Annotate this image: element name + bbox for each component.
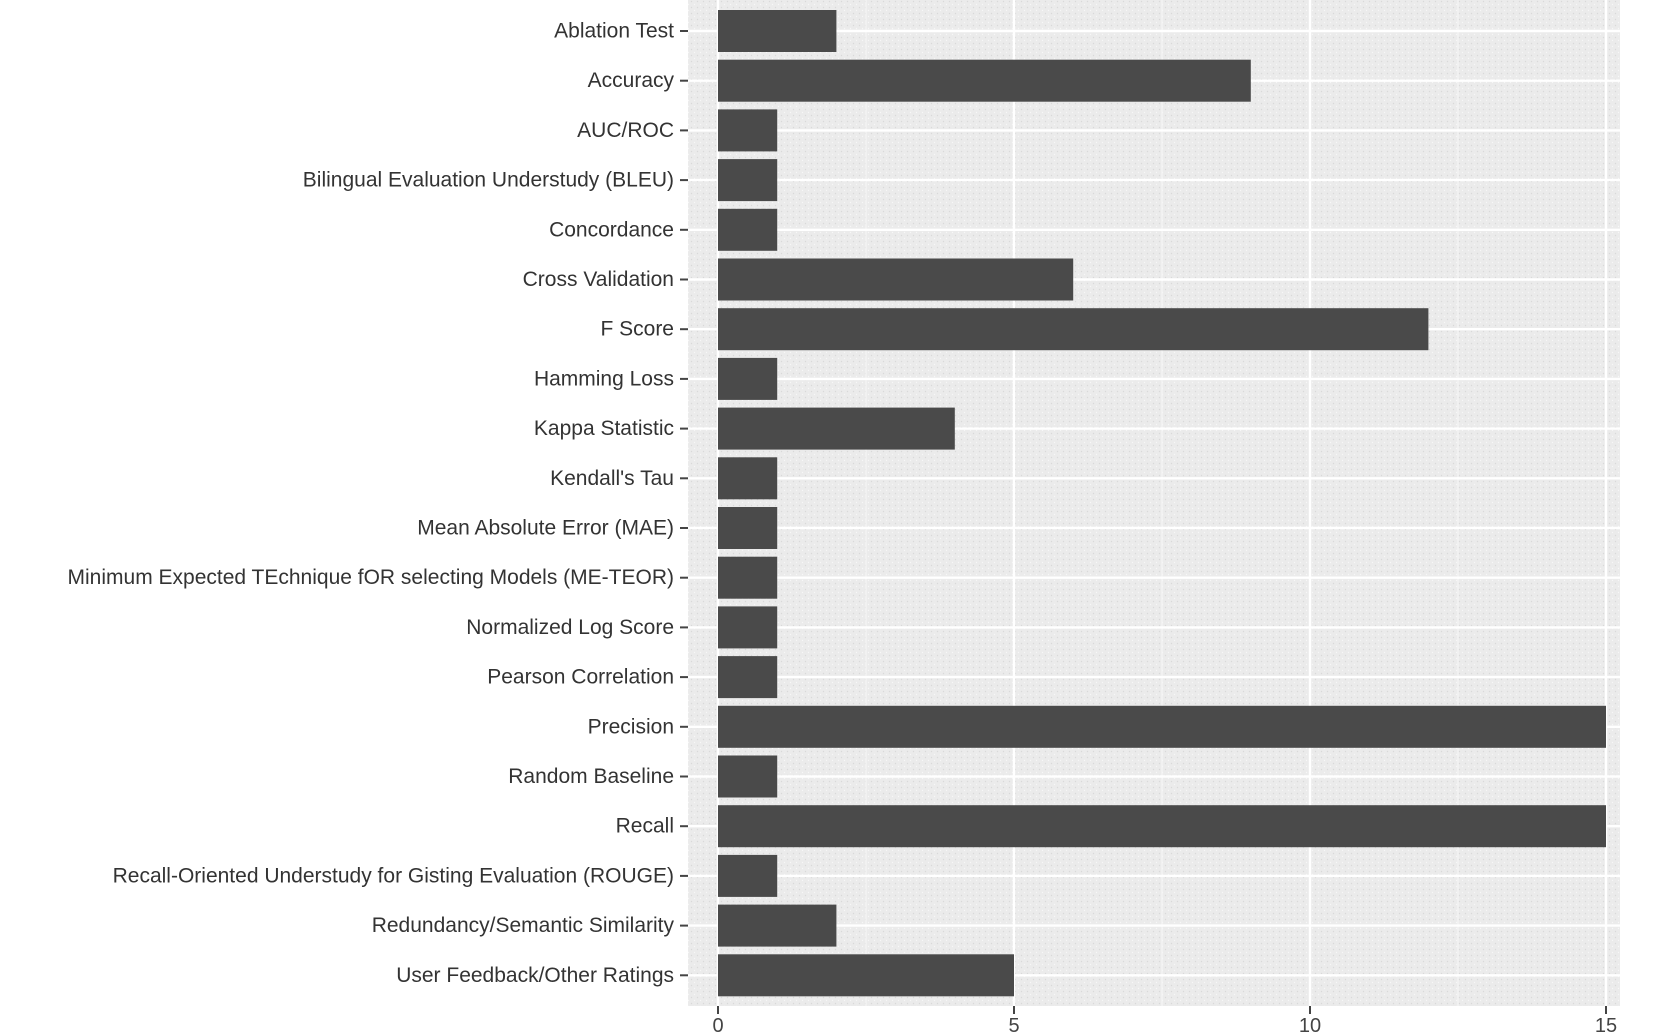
bar (718, 507, 778, 549)
bar (718, 805, 1606, 848)
bar (718, 109, 778, 152)
category-label: Minimum Expected TEchnique fOR selecting… (68, 566, 674, 589)
bar (718, 457, 778, 500)
x-tick-label: 0 (712, 1015, 723, 1035)
category-label: Redundancy/Semantic Similarity (372, 914, 675, 937)
category-label: Pearson Correlation (487, 666, 674, 689)
category-label: Mean Absolute Error (MAE) (417, 517, 674, 540)
bar (718, 59, 1251, 102)
category-label: Concordance (549, 218, 674, 241)
bar (718, 556, 778, 599)
category-label: Precision (588, 715, 674, 738)
x-tick-label: 5 (1008, 1015, 1019, 1035)
bar (718, 954, 1014, 997)
category-label: Kendall's Tau (550, 467, 674, 490)
category-label: Accuracy (588, 69, 675, 92)
x-tick-label: 15 (1595, 1015, 1617, 1035)
category-label: Kappa Statistic (534, 417, 674, 440)
category-label: Hamming Loss (534, 367, 674, 390)
bar (718, 854, 778, 897)
category-label: Recall (616, 815, 674, 838)
bar (718, 208, 778, 251)
category-label: Ablation Test (554, 20, 674, 43)
bars (718, 10, 1606, 997)
bar (718, 357, 778, 400)
x-tick-label: 10 (1299, 1015, 1321, 1035)
plot-panel (688, 0, 1620, 1006)
category-label: Random Baseline (508, 765, 674, 788)
bar (718, 755, 778, 798)
bar (718, 656, 778, 699)
bar (718, 258, 1074, 301)
value-axis: 0 5 10 15 (712, 1006, 1617, 1035)
category-axis: Ablation Test Accuracy AUC/ROC Bilingual Ev… (68, 20, 688, 987)
bar (718, 10, 837, 52)
bar (718, 308, 1429, 351)
bar (718, 606, 778, 649)
category-label: Recall-Oriented Understudy for Gisting E… (113, 864, 674, 887)
bar (718, 904, 837, 947)
category-label: Cross Validation (523, 268, 674, 291)
category-label: User Feedback/Other Ratings (396, 964, 674, 987)
bar (718, 705, 1606, 748)
category-label: AUC/ROC (577, 119, 674, 142)
category-label: F Score (600, 318, 674, 341)
category-label: Bilingual Evaluation Understudy (BLEU) (303, 169, 674, 192)
bar (718, 159, 778, 202)
category-label: Normalized Log Score (466, 616, 674, 639)
bar (718, 407, 955, 450)
